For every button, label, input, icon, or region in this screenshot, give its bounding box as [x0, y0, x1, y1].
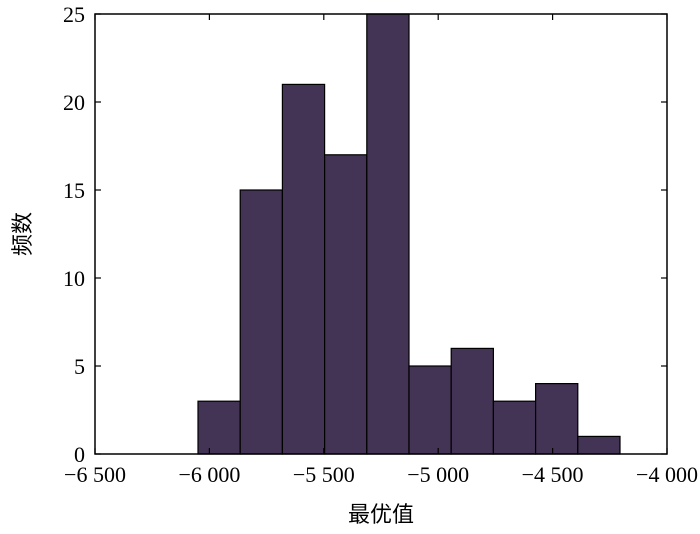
- histogram-bar: [197, 400, 241, 455]
- x-tick-label: −4 000: [636, 462, 698, 487]
- y-tick-label: 10: [63, 266, 85, 291]
- histogram-bar: [534, 383, 579, 455]
- histogram-bars: [197, 13, 621, 455]
- x-axis-title: 最优值: [348, 503, 414, 528]
- y-tick-label: 20: [63, 90, 85, 115]
- y-tick-label: 15: [63, 178, 85, 203]
- y-tick-label: 5: [74, 354, 85, 379]
- histogram-bar: [577, 435, 621, 455]
- histogram-bar: [281, 83, 326, 455]
- histogram-bar: [450, 347, 495, 455]
- y-tick-label: 0: [74, 442, 85, 467]
- histogram-bar: [324, 154, 368, 455]
- x-tick-label: −6 000: [178, 462, 240, 487]
- histogram-bar: [408, 365, 452, 455]
- histogram-bar: [492, 400, 537, 455]
- histogram-bar: [239, 189, 283, 455]
- x-tick-label: −4 500: [522, 462, 584, 487]
- x-tick-label: −5 500: [293, 462, 355, 487]
- plot-frame: [94, 13, 668, 455]
- axis-ticks: [94, 13, 668, 455]
- y-axis-title: 频数: [11, 212, 36, 256]
- y-tick-label: 25: [63, 2, 85, 27]
- x-tick-label: −6 500: [64, 462, 126, 487]
- axis-tick-labels: −6 500 −6 000 −5 500 −5 000 −4 500 −4 000 0 5 10…: [63, 2, 698, 487]
- x-tick-label: −5 000: [407, 462, 469, 487]
- histogram-bar: [366, 13, 410, 455]
